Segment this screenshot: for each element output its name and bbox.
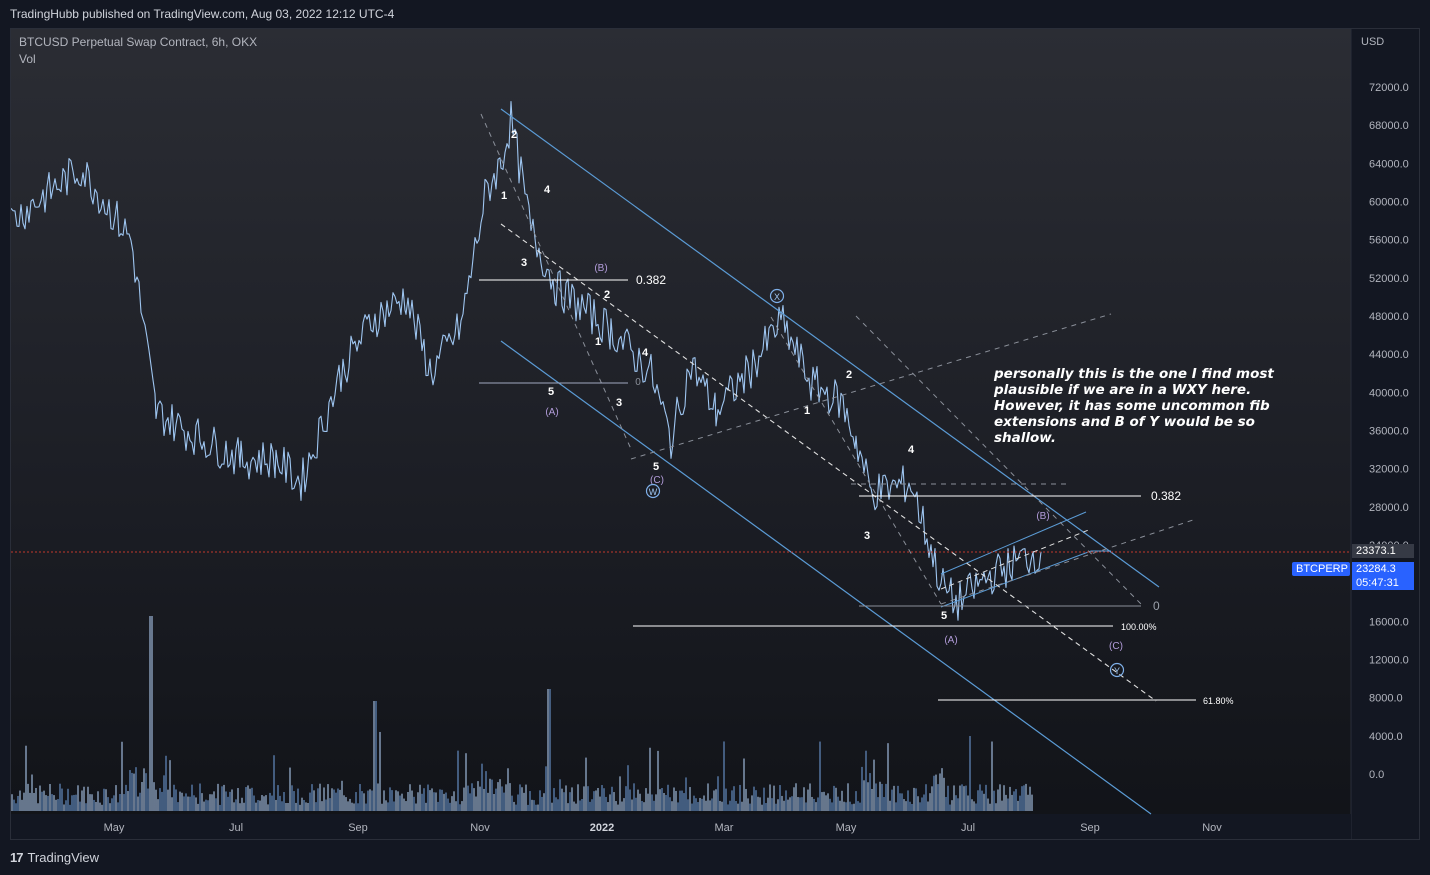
tradingview-logo-icon: 17 — [10, 850, 24, 865]
tradingview-brand[interactable]: 17 TradingView — [10, 850, 99, 865]
x-tick-label: Nov — [1202, 822, 1222, 834]
mini-channel-top[interactable] — [940, 511, 1087, 575]
x-tick-label: 2022 — [590, 822, 614, 834]
wave-label: 5 — [653, 461, 659, 473]
y-tick-label: 4000.0 — [1369, 731, 1403, 743]
wave-label: X — [774, 292, 780, 302]
fib-level-label: 0.382 — [636, 273, 666, 287]
x-tick-label: Sep — [1080, 822, 1100, 834]
y-tick-label: 56000.0 — [1369, 235, 1409, 247]
current-price-value: 23284.3 — [1352, 562, 1414, 576]
wave-label: 5 — [548, 386, 554, 398]
publish-header: TradingHubb published on TradingView.com… — [0, 0, 1430, 28]
wave-label: 4 — [908, 444, 915, 456]
wave-label: 3 — [864, 530, 870, 542]
wave-label: (A) — [944, 635, 957, 646]
wave-label: 1 — [501, 190, 507, 202]
x-tick-label: Jul — [961, 822, 975, 834]
channel-midline — [500, 223, 1157, 702]
projection-line — [940, 518, 1197, 605]
footer — [0, 840, 1430, 875]
price-series-line[interactable] — [11, 101, 1042, 621]
x-tick-label: Nov — [470, 822, 490, 834]
x-tick-label: Jul — [229, 822, 243, 834]
channel-lower-line[interactable] — [500, 340, 1152, 815]
projection-line — [480, 113, 632, 450]
y-tick-label: 40000.0 — [1369, 387, 1409, 399]
projection-line — [770, 316, 942, 605]
currency-label: USD — [1361, 36, 1384, 48]
wave-label: (A) — [545, 407, 558, 418]
wave-label-circle — [1109, 662, 1125, 678]
x-tick-label: May — [104, 822, 125, 834]
wave-label: 2 — [604, 289, 610, 301]
fib-level-label: 100.00% — [1121, 622, 1157, 632]
y-tick-label: 0.0 — [1369, 769, 1384, 781]
fib-level-label: 0.382 — [1151, 489, 1181, 503]
wave-label: 1 — [804, 405, 810, 417]
published-text: TradingHubb published on TradingView.com… — [10, 7, 395, 21]
wave-label: (C) — [1109, 641, 1123, 652]
annotation-note[interactable]: personally this is the one I find most p… — [994, 366, 1274, 446]
y-tick-label: 52000.0 — [1369, 273, 1409, 285]
y-tick-label: 60000.0 — [1369, 197, 1409, 209]
price-chart[interactable]: USD72000.068000.064000.060000.056000.052… — [11, 29, 1419, 839]
y-tick-label: 12000.0 — [1369, 655, 1409, 667]
volume-indicator-label[interactable]: Vol — [19, 52, 36, 66]
y-tick-label: 44000.0 — [1369, 349, 1409, 361]
wave-label: Y — [1114, 666, 1120, 676]
wave-label-circle — [769, 288, 785, 304]
wave-label: 2 — [511, 129, 517, 141]
projection-line — [855, 315, 1142, 605]
bar-countdown-timer: 05:47:31 — [1352, 576, 1414, 590]
wave-label: 1 — [595, 336, 601, 348]
x-tick-label: Sep — [348, 822, 368, 834]
brand-name: TradingView — [27, 850, 100, 865]
last-price-label: 23373.1 — [1352, 544, 1414, 558]
wave-label: (B) — [594, 263, 607, 274]
wave-label: W — [649, 487, 658, 497]
symbol-price-tag[interactable]: BTCPERP — [1292, 562, 1350, 576]
y-tick-label: 36000.0 — [1369, 426, 1409, 438]
wave-label: 5 — [941, 610, 947, 622]
wave-label: (B) — [1036, 511, 1049, 522]
wave-label: 3 — [521, 257, 527, 269]
y-tick-label: 48000.0 — [1369, 311, 1409, 323]
time-axis-panel[interactable] — [11, 814, 1351, 839]
y-tick-label: 28000.0 — [1369, 502, 1409, 514]
channel-upper-line[interactable] — [500, 108, 1160, 588]
fib-level-label: 0 — [1153, 599, 1160, 613]
y-tick-label: 68000.0 — [1369, 120, 1409, 132]
wave-label: 2 — [846, 369, 852, 381]
x-tick-label: May — [836, 822, 857, 834]
x-tick-label: Mar — [715, 822, 734, 834]
symbol-title[interactable]: BTCUSD Perpetual Swap Contract, 6h, OKX — [19, 35, 258, 49]
y-tick-label: 64000.0 — [1369, 158, 1409, 170]
mini-channel-bottom[interactable] — [940, 550, 1092, 608]
fib-level-label: 61.80% — [1203, 696, 1234, 706]
wave-label: 4 — [642, 347, 649, 359]
y-tick-label: 32000.0 — [1369, 464, 1409, 476]
y-tick-label: 16000.0 — [1369, 616, 1409, 628]
wave-label: 0 — [635, 377, 641, 388]
price-axis-panel[interactable] — [1351, 29, 1419, 839]
wave-label: 3 — [616, 397, 622, 409]
wave-label: 4 — [544, 184, 551, 196]
wave-label-circle — [645, 483, 661, 499]
wave-label: (C) — [650, 475, 664, 486]
y-tick-label: 8000.0 — [1369, 693, 1403, 705]
y-tick-label: 72000.0 — [1369, 82, 1409, 94]
chart-pane[interactable]: USD 72000.0 68000.0 64000.0 60000.0 56000.0 52… — [10, 28, 1420, 840]
projection-line — [630, 313, 1112, 460]
